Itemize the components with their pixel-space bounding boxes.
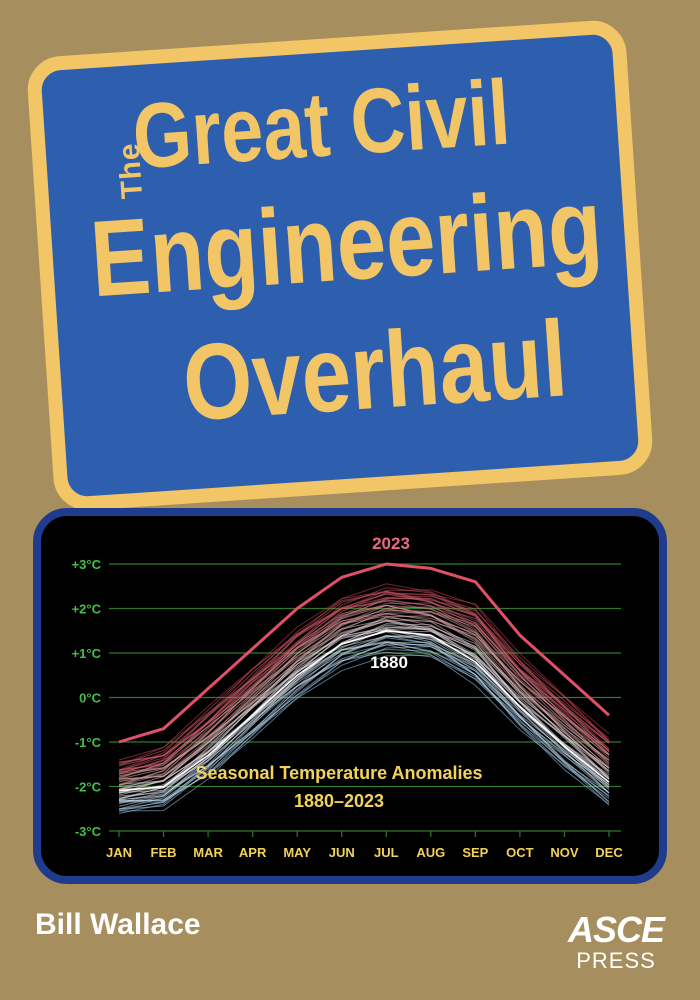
x-tick-label: FEB bbox=[151, 845, 177, 860]
title-line-3: Overhaul bbox=[179, 297, 571, 444]
x-tick-label: MAR bbox=[193, 845, 223, 860]
y-tick-label: -3°C bbox=[75, 824, 102, 839]
year-line bbox=[118, 648, 610, 810]
year-line bbox=[118, 629, 610, 799]
x-tick-label: JUN bbox=[329, 845, 355, 860]
year-line bbox=[118, 642, 610, 810]
x-tick-label: JUL bbox=[374, 845, 399, 860]
y-tick-label: +2°C bbox=[72, 602, 102, 617]
series-line-2023 bbox=[118, 562, 611, 744]
publisher-name: ASCE bbox=[567, 909, 665, 950]
x-tick-label: APR bbox=[239, 845, 267, 860]
year-line bbox=[118, 583, 610, 763]
series-line-1880 bbox=[118, 630, 610, 792]
annotation-2023: 2023 bbox=[372, 534, 410, 553]
x-tick-label: DEC bbox=[595, 845, 623, 860]
year-line bbox=[118, 635, 610, 803]
year-line bbox=[118, 597, 610, 771]
year-line bbox=[118, 590, 610, 771]
y-tick-label: -2°C bbox=[75, 780, 102, 795]
x-tick-label: AUG bbox=[416, 845, 445, 860]
chart-subtitle: 1880–2023 bbox=[294, 791, 384, 811]
chart-year-band bbox=[118, 583, 610, 814]
year-line bbox=[118, 604, 610, 780]
year-line bbox=[118, 626, 610, 795]
y-axis-ticks: +3°C +2°C +1°C 0°C -1°C -2°C -3°C bbox=[72, 557, 102, 839]
year-line bbox=[118, 602, 610, 772]
y-tick-label: -1°C bbox=[75, 735, 102, 750]
year-line bbox=[118, 595, 610, 766]
x-tick-label: MAY bbox=[283, 845, 311, 860]
title-line-1: Great Civil bbox=[129, 61, 513, 189]
author-name: Bill Wallace bbox=[35, 908, 201, 941]
chart-title: Seasonal Temperature Anomalies bbox=[195, 763, 482, 783]
publisher-logo: ASCE PRESS bbox=[566, 912, 666, 974]
year-line bbox=[118, 618, 610, 794]
year-line bbox=[118, 644, 610, 812]
year-line bbox=[118, 593, 610, 766]
x-tick-label: JAN bbox=[106, 845, 132, 860]
y-tick-label: +3°C bbox=[72, 557, 102, 572]
chart-series bbox=[118, 562, 611, 792]
annotation-1880: 1880 bbox=[370, 653, 408, 672]
x-tick-label: SEP bbox=[462, 845, 488, 860]
chart-panel: +3°C +2°C +1°C 0°C -1°C -2°C -3°C JAN FEB MAR APR… bbox=[33, 508, 667, 884]
year-line bbox=[118, 613, 610, 785]
y-tick-label: +1°C bbox=[72, 646, 102, 661]
x-tick-label: NOV bbox=[550, 845, 579, 860]
year-line bbox=[118, 600, 610, 778]
x-tick-label: OCT bbox=[506, 845, 533, 860]
title-panel: The Great Civil Engineering Overhaul bbox=[25, 18, 655, 513]
x-axis-ticks: JAN FEB MAR APR MAY JUN JUL AUG SEP OCT NOV DEC bbox=[106, 831, 623, 860]
publisher-sub: PRESS bbox=[576, 948, 656, 973]
year-line bbox=[118, 604, 610, 783]
temperature-chart: +3°C +2°C +1°C 0°C -1°C -2°C -3°C JAN FEB MAR APR… bbox=[72, 534, 624, 860]
y-tick-label: 0°C bbox=[79, 691, 101, 706]
year-line bbox=[118, 635, 610, 800]
